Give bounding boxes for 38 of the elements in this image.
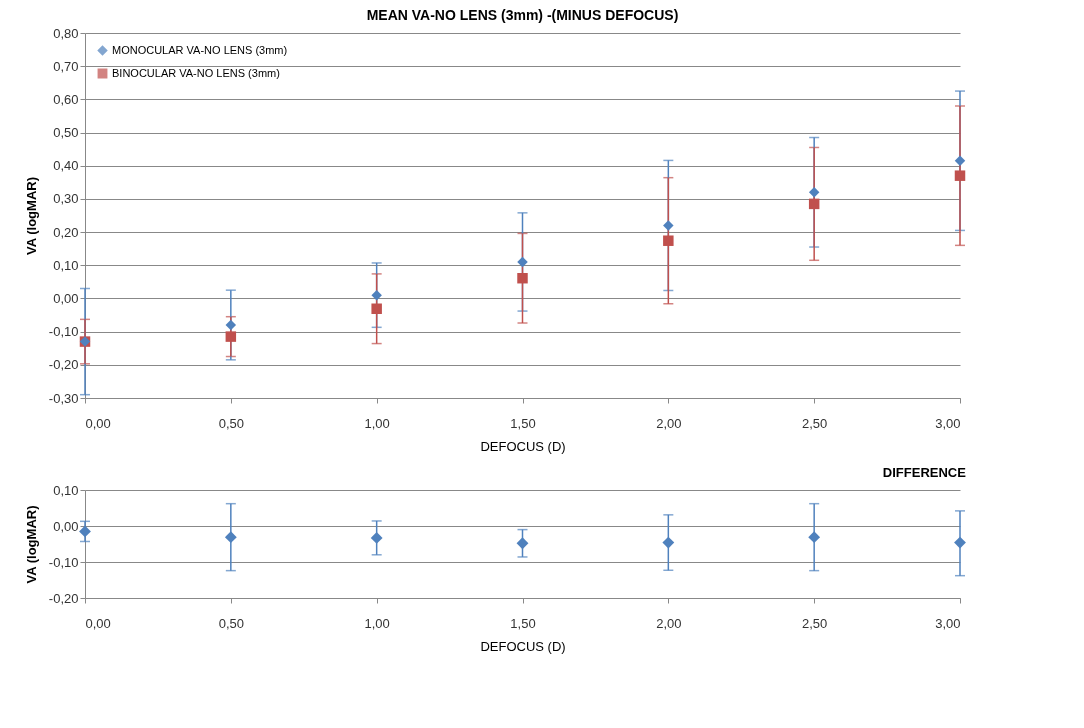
x-tick-label: 1,50	[510, 615, 536, 631]
y-tick-label: -0,30	[48, 390, 79, 406]
y-tick-label: 0,30	[53, 191, 79, 207]
y-tick-label: 0,00	[53, 290, 79, 306]
y-tick-label: -0,20	[48, 357, 79, 373]
y-axis-title: VA (logMAR)	[23, 177, 39, 255]
y-tick-label: -0,10	[48, 324, 79, 340]
x-tick-label: 1,00	[364, 615, 390, 631]
y-tick-label: 0,80	[53, 25, 79, 41]
y-tick-label: 0,60	[53, 91, 79, 107]
legend-label: MONOCULAR VA-NO LENS (3mm)	[112, 43, 288, 56]
x-tick-label: 2,50	[802, 415, 828, 431]
legend-label: BINOCULAR VA-NO LENS (3mm)	[112, 66, 280, 79]
x-tick-label: 3,00	[935, 615, 961, 631]
x-tick-label: 0,00	[85, 615, 111, 631]
x-tick-label: 0,50	[218, 615, 244, 631]
y-tick-label: 0,10	[53, 257, 79, 273]
x-axis-title: DEFOCUS (D)	[480, 638, 566, 654]
y-tick-label: -0,20	[48, 590, 79, 606]
chart-title: MEAN VA-NO LENS (3mm) -(MINUS DEFOCUS)	[366, 7, 679, 23]
y-tick-label: 0,20	[53, 224, 79, 240]
x-tick-label: 2,50	[802, 615, 828, 631]
y-tick-label: 0,50	[53, 125, 79, 141]
x-axis-title: DEFOCUS (D)	[480, 438, 566, 454]
x-tick-label: 2,00	[656, 415, 682, 431]
y-tick-label: -0,10	[48, 554, 79, 570]
x-tick-label: 0,00	[85, 415, 111, 431]
y-axis-title: VA (logMAR)	[23, 505, 39, 584]
y-tick-label: 0,10	[53, 482, 79, 498]
x-tick-label: 1,00	[364, 415, 390, 431]
y-tick-label: 0,70	[53, 58, 79, 74]
x-tick-label: 1,50	[510, 415, 536, 431]
y-tick-label: 0,40	[53, 158, 79, 174]
y-tick-label: 0,00	[53, 518, 79, 534]
x-tick-label: 2,00	[656, 615, 682, 631]
chart-title: DIFFERENCE	[882, 465, 967, 480]
x-tick-label: 0,50	[218, 415, 244, 431]
x-tick-label: 3,00	[935, 415, 961, 431]
